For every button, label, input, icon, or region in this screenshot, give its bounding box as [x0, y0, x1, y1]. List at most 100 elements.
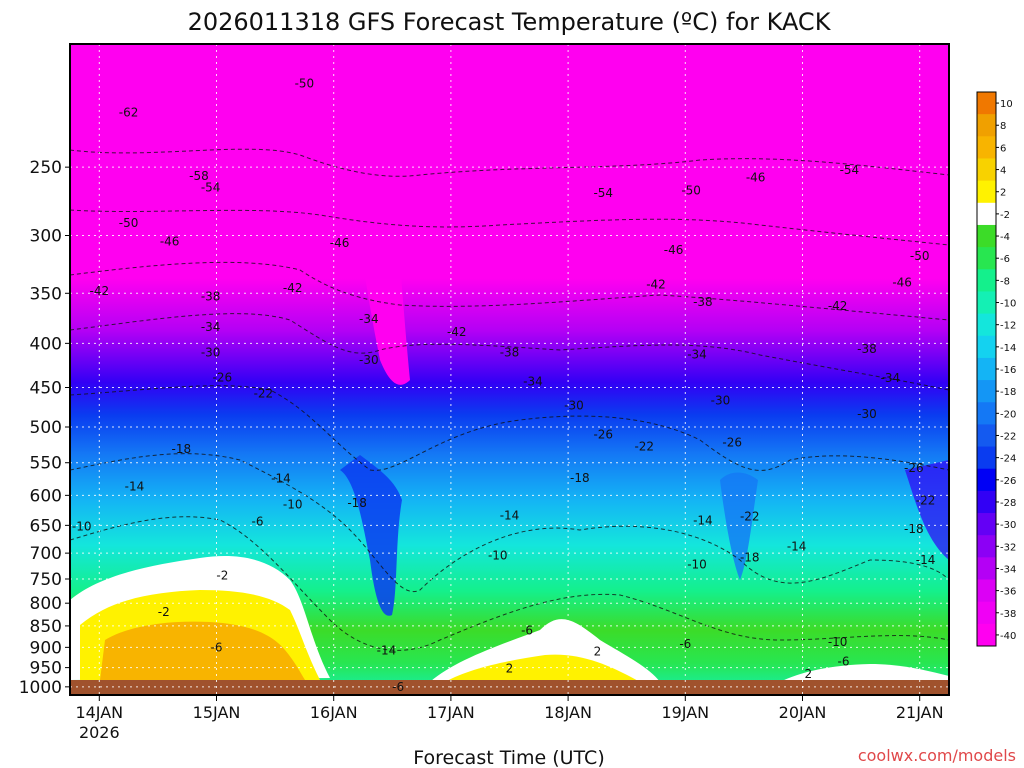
y-tick-label: 800 — [30, 594, 62, 614]
x-tick-label: 17JAN — [427, 703, 475, 722]
contour-label: -30 — [359, 353, 379, 367]
contour-label: 2 — [805, 667, 813, 681]
y-tick-label: 1000 — [19, 678, 62, 698]
colorbar-label: -34 — [1000, 564, 1016, 575]
colorbar-swatch — [977, 114, 996, 137]
contour-label: -30 — [857, 407, 877, 421]
contour-label: -18 — [570, 471, 590, 485]
contour-label: -42 — [283, 281, 303, 295]
contour-label: 2 — [594, 644, 602, 658]
contour-label: -14 — [500, 508, 520, 522]
colorbar: 10 8 6 4 2 -2 -4 -6 -8 -10 -12 -14 -16 -18 -20 -22 -24 -2… — [976, 91, 1016, 647]
contour-label: -2 — [216, 568, 228, 582]
surface-band — [70, 680, 949, 695]
y-tick-label: 900 — [30, 638, 62, 658]
plot-frame — [69, 43, 950, 696]
y-tick-label: 850 — [30, 617, 62, 637]
colorbar-label: -20 — [1000, 409, 1016, 420]
colorbar-label: -26 — [1000, 476, 1016, 487]
colorbar-label: -28 — [1000, 498, 1016, 509]
colorbar-label: -10 — [1000, 299, 1016, 310]
y-tick-label: 450 — [30, 378, 62, 398]
colorbar-swatch — [977, 623, 996, 647]
contour-label: -34 — [201, 320, 221, 334]
y-tick-label: 300 — [30, 226, 62, 246]
contour-label: -30 — [201, 346, 221, 360]
y-axis: 2503003504004505005506006507007508008509… — [19, 158, 70, 698]
colorbar-swatch — [977, 357, 996, 381]
contour-label: -6 — [211, 640, 223, 654]
colorbar-label: -4 — [1000, 232, 1010, 243]
colorbar-label: 10 — [1000, 99, 1013, 110]
contour-label: -26 — [904, 461, 924, 475]
trough-right-edge — [905, 460, 949, 560]
contour-label: 2 — [506, 661, 514, 675]
colorbar-swatch — [977, 313, 996, 337]
colorbar-label: -12 — [1000, 321, 1016, 332]
colorbar-label: -2 — [1000, 210, 1010, 221]
colorbar-swatch — [977, 335, 996, 359]
trough-mid-16jan — [340, 455, 402, 616]
contour-label: -38 — [500, 346, 520, 360]
contour-label: -38 — [693, 295, 713, 309]
warm-layer-20jan — [780, 664, 949, 682]
contour-label: -6 — [838, 655, 850, 669]
plot-area: -62-50-58-54 -54 -50-46-54-50-46 -46-46 -50-… — [70, 44, 949, 695]
colorbar-label: -40 — [1000, 631, 1016, 642]
colorbar-swatch — [977, 513, 996, 536]
colorbar-swatch — [977, 92, 996, 115]
contour-label: -38 — [857, 342, 877, 356]
colorbar-label: -8 — [1000, 276, 1010, 287]
contour-label: -42 — [447, 325, 467, 339]
contour-label: -10 — [687, 558, 707, 572]
x-tick-label: 14JAN — [75, 703, 123, 722]
contour-label: -26 — [722, 435, 742, 449]
contour-label: -10 — [72, 520, 92, 534]
x-tick-label: 19JAN — [661, 703, 709, 722]
contour-label: -54 — [201, 181, 221, 195]
colorbar-label: -36 — [1000, 587, 1016, 598]
contour-label: -14 — [916, 553, 936, 567]
contour-label: -26 — [593, 427, 613, 441]
colorbar-swatch — [977, 247, 996, 270]
colorbar-label: -24 — [1000, 454, 1016, 465]
x-tick-label: 20JAN — [779, 703, 827, 722]
contour-label: -42 — [646, 278, 666, 292]
colorbar-label: 6 — [1000, 143, 1006, 154]
x-axis-label: Forecast Time (UTC) — [413, 747, 604, 768]
contour-label: -38 — [201, 289, 221, 303]
colorbar-label: -22 — [1000, 431, 1016, 442]
contour-labels: -62-50-58-54 -54 -50-46-54-50-46 -46-46 -50-… — [72, 76, 935, 694]
contour-label: -46 — [664, 243, 684, 257]
chart-title: 2026011318 GFS Forecast Temperature (ºC)… — [188, 8, 832, 36]
contour-label: -46 — [892, 275, 912, 289]
contour-label: -14 — [271, 472, 291, 486]
contour-label: -2 — [158, 605, 170, 619]
watermark: coolwx.com/models — [858, 746, 1016, 765]
y-tick-label: 350 — [30, 284, 62, 304]
y-tick-label: 600 — [30, 486, 62, 506]
trough-mid-19jan — [720, 472, 758, 580]
contour-label: -62 — [119, 105, 139, 119]
contour-label: -50 — [681, 183, 701, 197]
colorbar-label: -14 — [1000, 343, 1016, 354]
colorbar-label: -6 — [1000, 254, 1010, 265]
contour-label: -14 — [125, 479, 145, 493]
colorbar-swatch — [977, 202, 996, 226]
y-tick-label: 400 — [30, 334, 62, 354]
contour-lines — [70, 148, 949, 651]
contour-label: -34 — [687, 347, 707, 361]
contour-label: -14 — [787, 540, 807, 554]
colorbar-label: -32 — [1000, 542, 1016, 553]
colorbar-label: 4 — [1000, 166, 1006, 177]
y-tick-label: 700 — [30, 544, 62, 564]
trough-upper-16jan — [360, 198, 410, 385]
contour-label: -18 — [904, 522, 924, 536]
grid-lines — [70, 44, 949, 695]
contour-label: -50 — [910, 249, 930, 263]
contour-label: -22 — [634, 440, 654, 454]
contour-label: -18 — [740, 550, 760, 564]
warm-inner-15jan — [100, 621, 305, 680]
